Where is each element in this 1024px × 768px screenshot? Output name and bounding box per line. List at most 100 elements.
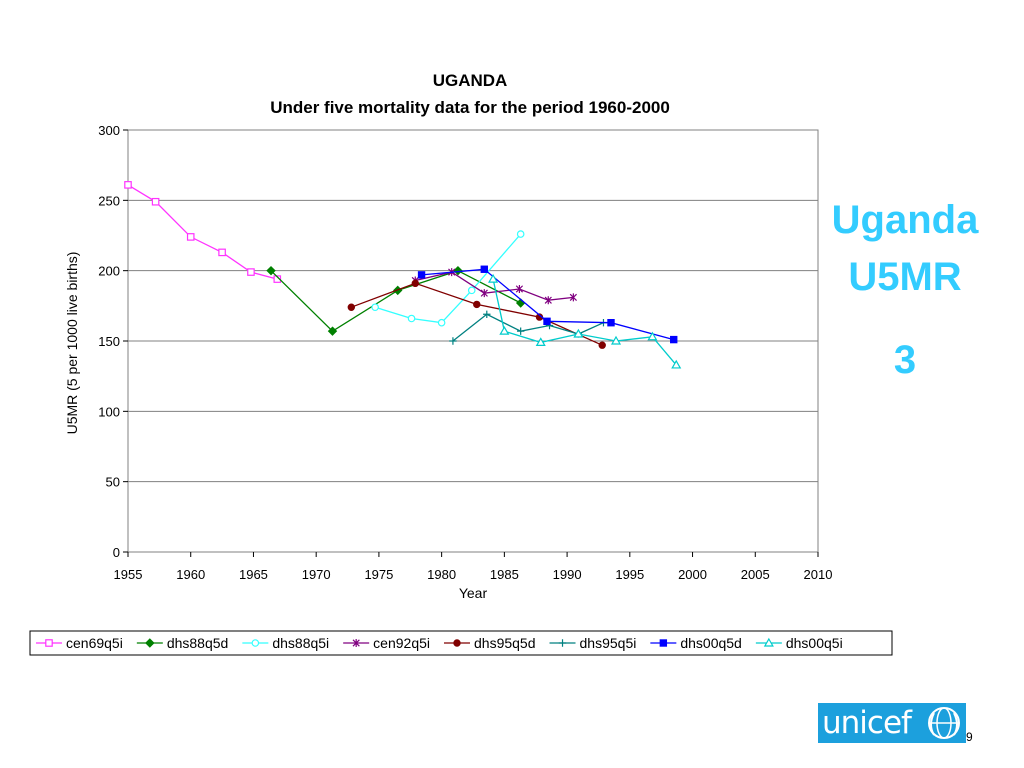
legend-label: dhs88q5d (167, 635, 229, 651)
data-point (437, 318, 446, 327)
legend-swatch-marker (45, 639, 53, 647)
data-point (488, 273, 499, 283)
chart-title: UGANDA (433, 71, 508, 90)
unicef-emblem-icon (928, 707, 960, 739)
x-tick-label: 1970 (302, 567, 331, 582)
data-point (247, 268, 255, 276)
grid-lines (128, 199, 818, 483)
legend-label: cen69q5i (66, 635, 123, 651)
data-point (569, 293, 577, 302)
data-point (411, 279, 419, 288)
x-tick-label: 1960 (176, 567, 205, 582)
legend-swatch-marker (763, 637, 774, 647)
x-tick-label: 2010 (804, 567, 833, 582)
data-point (647, 331, 658, 341)
y-axis: 0 50 100 150 200 250 300 (98, 123, 128, 560)
logo-wordmark: unicef (822, 705, 912, 741)
series-dhs88q5i (371, 230, 525, 327)
y-tick-label: 100 (98, 404, 120, 419)
data-point (467, 286, 476, 295)
y-tick-label: 200 (98, 264, 120, 279)
legend-swatch-marker (251, 639, 260, 647)
data-point (516, 327, 525, 335)
data-point (480, 289, 488, 298)
y-tick-label: 50 (106, 475, 120, 490)
legend-label: dhs95q5i (580, 635, 637, 651)
data-point (417, 271, 426, 279)
legend-swatch-marker (453, 639, 461, 647)
legend-item-dhs88q5i: dhs88q5i (242, 635, 329, 651)
legend-item-dhs00q5d: dhs00q5d (650, 635, 742, 651)
y-tick-label: 250 (98, 193, 120, 208)
data-point (151, 197, 160, 206)
data-point (347, 303, 356, 311)
x-tick-label: 1990 (553, 567, 582, 582)
legend-item-dhs95q5d: dhs95q5d (444, 635, 536, 651)
legend-swatch-marker (352, 639, 360, 647)
x-tick-label: 2000 (678, 567, 707, 582)
legend-item-dhs95q5i: dhs95q5i (549, 635, 637, 651)
y-axis-label: U5MR (5 per 1000 live births) (64, 252, 80, 435)
legend: cen69q5i dhs88q5d dhs88q5i cen92q5i dhs95q5d… (36, 635, 843, 651)
side-label-number: 3 (893, 338, 917, 382)
series-line (415, 271, 574, 301)
data-point (124, 181, 132, 189)
data-point (598, 341, 606, 349)
data-point (535, 337, 546, 347)
data-point (453, 265, 463, 276)
data-point (483, 310, 491, 318)
y-tick-label: 300 (98, 123, 120, 138)
x-axis: 1955 1960 1965 1970 1975 1980 1985 1990 1995 2000… (114, 552, 833, 582)
legend-swatch-marker (558, 639, 567, 647)
series-line (270, 269, 521, 333)
series-cen92q5i (411, 268, 577, 305)
y-tick-label: 150 (98, 334, 120, 349)
data-point (573, 328, 584, 338)
legend-label: dhs88q5i (272, 635, 329, 651)
data-point (449, 337, 457, 345)
data-point (515, 284, 524, 293)
data-point (499, 325, 510, 335)
series-dhs95q5i (449, 310, 608, 345)
series-line (351, 282, 603, 346)
data-point (544, 296, 552, 305)
data-point (670, 335, 678, 344)
side-label-country: Uganda (831, 198, 979, 242)
data-point (273, 275, 282, 283)
chart-subtitle: Under five mortality data for the period… (270, 98, 670, 117)
x-tick-label: 1955 (114, 567, 143, 582)
side-label-indicator: U5MR (848, 255, 962, 299)
x-tick-label: 1975 (364, 567, 393, 582)
series-dhs95q5d (347, 279, 606, 349)
data-point (607, 319, 615, 327)
data-point (327, 326, 338, 336)
legend-swatch-marker (145, 638, 155, 648)
series-line (127, 184, 278, 280)
x-axis-label: Year (459, 585, 488, 601)
data-point (473, 300, 481, 309)
legend-item-cen69q5i: cen69q5i (36, 635, 123, 651)
x-tick-label: 2005 (741, 567, 770, 582)
data-point (516, 230, 525, 238)
series-dhs00q5d (417, 265, 678, 344)
legend-item-dhs00q5i: dhs00q5i (755, 635, 843, 651)
legend-item-dhs88q5d: dhs88q5d (136, 635, 229, 651)
legend-swatch-marker (659, 639, 668, 647)
data-point (543, 317, 551, 326)
unicef-logo: unicef (818, 703, 966, 743)
data-point (407, 314, 416, 323)
series-group (124, 181, 682, 369)
legend-label: dhs00q5i (786, 635, 843, 651)
data-point (266, 265, 276, 276)
data-point (610, 335, 622, 345)
y-tick-label: 0 (113, 545, 120, 560)
series-dhs88q5d (266, 265, 526, 336)
legend-item-cen92q5i: cen92q5i (343, 635, 430, 651)
series-cen69q5i (124, 181, 282, 283)
data-point (186, 233, 195, 241)
x-tick-label: 1995 (615, 567, 644, 582)
data-point (371, 303, 379, 312)
legend-label: dhs00q5d (680, 635, 742, 651)
data-point (671, 359, 682, 369)
